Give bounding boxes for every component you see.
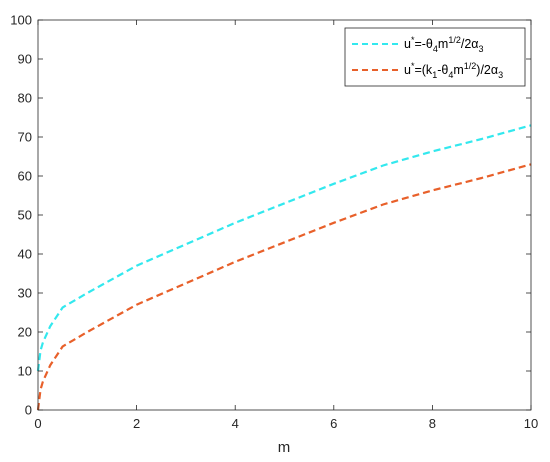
y-tick-label: 50	[18, 208, 32, 223]
y-tick-label: 30	[18, 286, 32, 301]
x-tick-label: 10	[524, 416, 538, 431]
legend-entry-2: u*=(k1-θ4m1/2)/2α3	[404, 61, 503, 80]
series-line-2	[36, 163, 532, 411]
y-tick-label: 90	[18, 52, 32, 67]
y-tick-label: 60	[18, 169, 32, 184]
y-tick-label: 80	[18, 91, 32, 106]
x-tick-label: 6	[330, 416, 337, 431]
y-tick-label: 40	[18, 247, 32, 262]
legend: u*=-θ4m1/2/2α3 u*=(k1-θ4m1/2)/2α3	[344, 27, 526, 87]
y-tick-label: 100	[10, 13, 32, 28]
series-layer	[36, 124, 532, 411]
x-tick-label: 4	[232, 416, 239, 431]
x-tick-label: 8	[429, 416, 436, 431]
legend-box	[344, 27, 526, 87]
x-tick-label: 0	[34, 416, 41, 431]
y-tick-label: 10	[18, 364, 32, 379]
x-tick-label: 2	[133, 416, 140, 431]
series-line-1	[36, 124, 532, 372]
x-axis-label: m	[278, 439, 291, 456]
y-tick-label: 0	[25, 403, 32, 418]
y-tick-label: 20	[18, 325, 32, 340]
legend-entry-1: u*=-θ4m1/2/2α3	[404, 35, 484, 54]
y-tick-label: 70	[18, 130, 32, 145]
